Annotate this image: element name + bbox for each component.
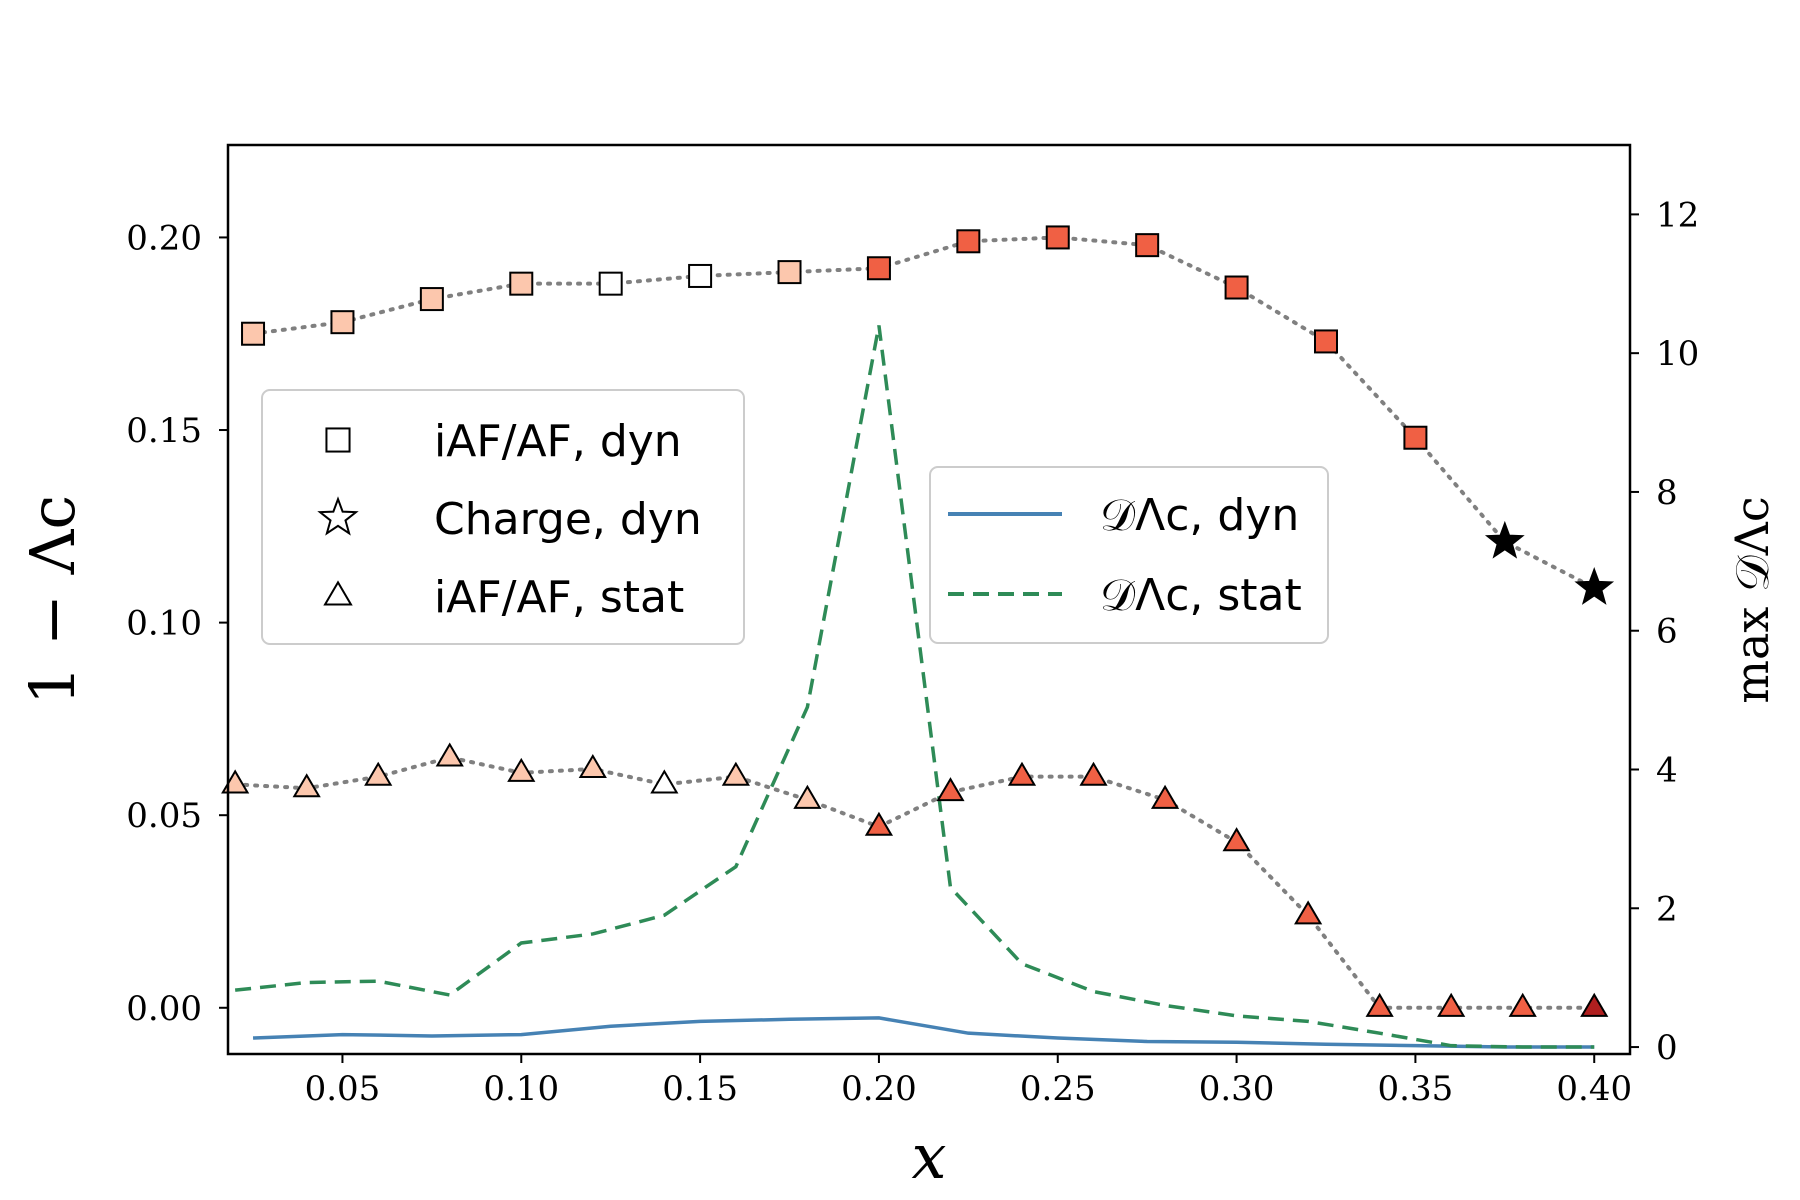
y-left-tick-label: 0.05: [126, 796, 202, 836]
triangle-point: [793, 784, 822, 809]
square-point: [956, 229, 981, 254]
series-line-dyn: [252, 1016, 1595, 1049]
triangle-point: [1437, 992, 1466, 1017]
tick-layer: 0.05 0.10 0.15 0.20 0.25 0.30 0.35 0.40 0.00 0.05…: [126, 195, 1699, 1109]
x-tick-label: 0.05: [305, 1069, 381, 1109]
legend-label: iAF/AF, stat: [434, 572, 684, 623]
series-line-stat: [234, 325, 1595, 1049]
axis-title-layer: x 1 − Λc max 𝒟Λc: [16, 495, 1779, 1193]
x-tick-label: 0.15: [662, 1069, 738, 1109]
legend-label: Charge, dyn: [434, 494, 702, 545]
x-tick-label: 0.20: [841, 1069, 917, 1109]
square-point: [688, 263, 713, 288]
legend-lines-box: [929, 466, 1329, 644]
triangle-point: [1222, 827, 1251, 852]
y-right-tick-label: 0: [1656, 1028, 1678, 1068]
square-point: [777, 260, 802, 285]
square-point: [866, 256, 891, 281]
dotted-connector-layer: [233, 235, 1597, 1010]
triangle-point: [1150, 784, 1180, 809]
y-left-axis-title: 1 − Λc: [16, 495, 89, 705]
line-series-layer: [234, 325, 1595, 1049]
square-point: [1135, 233, 1160, 258]
legend-square-swatch: [325, 427, 351, 453]
legend-triangle-swatch: [323, 580, 353, 606]
square-point: [330, 310, 355, 335]
y-left-tick-label: 0.00: [126, 989, 202, 1029]
triangle-point: [721, 761, 750, 786]
x-tick-label: 0.30: [1199, 1069, 1275, 1109]
y-right-tick-label: 2: [1656, 889, 1678, 929]
x-tick-label: 0.25: [1020, 1069, 1096, 1109]
legend-markers-box: [261, 389, 745, 645]
legend-star-swatch: [317, 496, 359, 536]
triangle-point: [1508, 992, 1537, 1017]
legend-layer: iAF/AF, dyn Charge, dyn iAF/AF, stat 𝒟Λc, d…: [261, 389, 1329, 645]
triangle-point: [364, 761, 393, 786]
triangle-point: [650, 769, 679, 794]
triangle-point: [1580, 992, 1609, 1017]
triangle-point: [221, 769, 250, 794]
y-right-tick-label: 4: [1656, 751, 1678, 791]
square-point: [241, 321, 266, 346]
y-right-tick-label: 8: [1656, 473, 1678, 513]
y-left-tick-label: 0.20: [126, 218, 202, 258]
triangle-point: [435, 742, 464, 767]
triangle-point: [1079, 761, 1108, 786]
y-right-tick-label: 12: [1656, 195, 1699, 235]
square-point: [419, 287, 444, 312]
triangle-point: [578, 753, 607, 779]
x-tick-label: 0.40: [1556, 1069, 1632, 1109]
y-right-tick-label: 10: [1656, 334, 1699, 374]
triangle-point: [1007, 761, 1037, 786]
star-point: [1574, 567, 1615, 605]
y-left-tick-label: 0.15: [126, 411, 202, 451]
triangle-point: [292, 773, 321, 798]
x-tick-label: 0.10: [483, 1069, 559, 1109]
dotted-connector-dyn: [251, 235, 1597, 590]
square-point: [598, 271, 623, 296]
y-left-tick-label: 0.10: [126, 604, 202, 644]
square-point: [509, 271, 534, 296]
square-point: [1313, 329, 1338, 354]
star-point: [1484, 520, 1525, 559]
y-right-axis-title: max 𝒟Λc: [1725, 496, 1779, 703]
triangle-point: [1294, 900, 1323, 925]
triangle-point: [864, 811, 894, 836]
square-point: [1045, 225, 1070, 250]
x-axis-title: x: [912, 1120, 947, 1193]
triangle-point: [507, 757, 536, 782]
legend-label: 𝒟Λc, stat: [1100, 570, 1302, 621]
legend-label: iAF/AF, dyn: [434, 416, 682, 467]
marker-layer: [221, 225, 1615, 1017]
x-tick-label: 0.35: [1378, 1069, 1454, 1109]
triangle-point: [1365, 992, 1394, 1017]
square-point: [1224, 275, 1249, 300]
y-right-tick-label: 6: [1656, 612, 1678, 652]
square-point: [1403, 425, 1428, 450]
dotted-connector-stat: [233, 755, 1597, 1010]
legend-label: 𝒟Λc, dyn: [1100, 490, 1299, 541]
triangle-point: [936, 777, 965, 802]
plot-frame: [226, 143, 1632, 1056]
